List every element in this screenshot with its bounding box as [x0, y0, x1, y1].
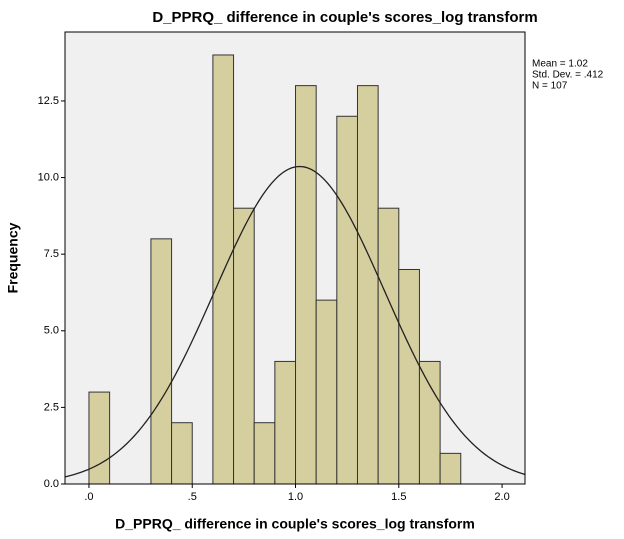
bar — [253, 422, 276, 485]
stat-label: Std. Dev. = .412 — [532, 70, 604, 81]
bar — [233, 207, 255, 485]
bar — [171, 422, 193, 485]
bar — [295, 85, 317, 485]
bar — [88, 391, 111, 485]
bar — [315, 299, 338, 485]
y-tick-label: 2.5 — [44, 401, 59, 413]
y-tick-label: 0.0 — [44, 478, 59, 490]
x-tick-label: .0 — [84, 491, 93, 503]
stat-label: Mean = 1.02 — [532, 59, 588, 70]
x-tick-label: 1.5 — [391, 491, 406, 503]
stat-label: N = 107 — [532, 81, 568, 92]
x-tick-label: 1.0 — [288, 491, 303, 503]
bar — [356, 85, 379, 485]
bar — [212, 54, 235, 485]
bar — [336, 115, 358, 485]
chart-title: D_PPRQ_ difference in couple's scores_lo… — [152, 9, 537, 26]
y-tick-label: 7.5 — [44, 248, 59, 260]
bar — [274, 360, 297, 485]
bar — [398, 268, 420, 485]
y-axis-label: Frequency — [5, 222, 21, 293]
normal-curve — [64, 165, 526, 478]
y-tick-label: 5.0 — [44, 325, 59, 337]
bar — [418, 360, 441, 485]
x-tick-label: 2.0 — [494, 491, 509, 503]
x-axis-label: D_PPRQ_ difference in couple's scores_lo… — [115, 516, 475, 532]
y-tick-label: 12.5 — [38, 95, 59, 107]
bar — [377, 207, 400, 485]
bar — [150, 238, 173, 485]
plot-border — [64, 31, 526, 485]
x-tick-label: .5 — [188, 491, 197, 503]
y-tick-label: 10.0 — [38, 171, 59, 183]
bar — [439, 452, 462, 485]
